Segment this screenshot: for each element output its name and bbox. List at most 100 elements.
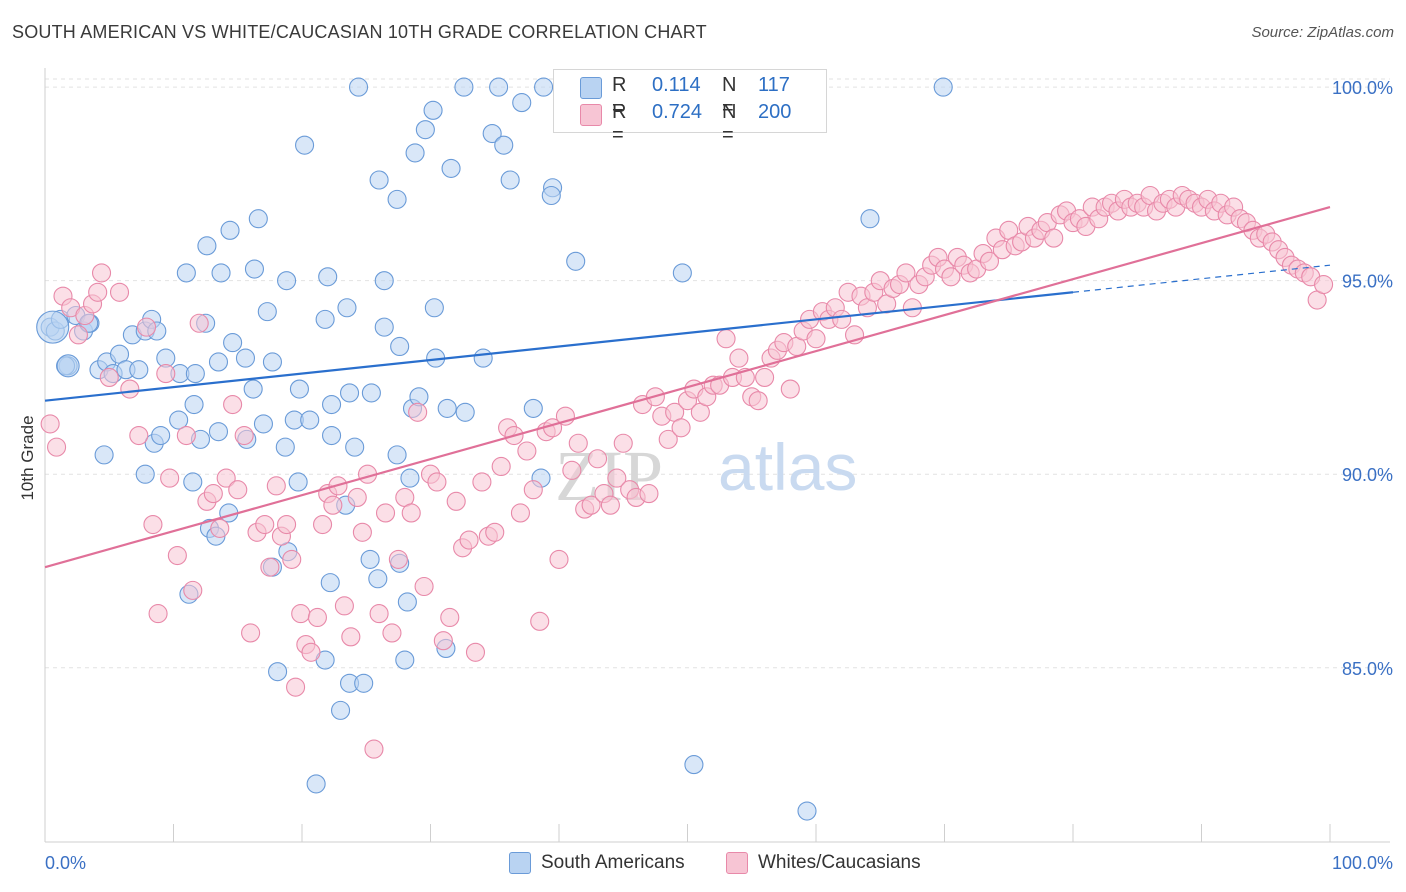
- south-american-point: [295, 135, 315, 155]
- white-caucasian-point: [568, 433, 588, 453]
- white-caucasian-point: [260, 557, 280, 577]
- white-caucasian-point: [40, 414, 60, 434]
- white-caucasian-point: [255, 515, 275, 535]
- white-caucasian-point: [440, 607, 460, 628]
- white-caucasian-point: [167, 545, 187, 566]
- whites-caucasians-trend-line: [44, 206, 1331, 569]
- south-american-point: [248, 209, 268, 229]
- pink-swatch-icon: [580, 104, 602, 126]
- south-american-point: [268, 662, 288, 682]
- white-caucasian-point: [352, 522, 372, 542]
- white-caucasian-point: [523, 480, 543, 500]
- south-american-point: [300, 410, 320, 430]
- south-american-point: [275, 437, 295, 457]
- chart-title: SOUTH AMERICAN VS WHITE/CAUCASIAN 10TH G…: [12, 22, 707, 42]
- south-american-point: [322, 425, 342, 446]
- white-caucasian-point: [896, 263, 916, 283]
- series-whites-caucasians: [40, 185, 1334, 759]
- south-american-point: [523, 398, 543, 418]
- white-caucasian-point: [729, 348, 749, 368]
- south-american-point: [257, 302, 277, 322]
- y-tick-label: 90.0%: [1342, 465, 1393, 485]
- watermark-atlas: atlas: [718, 430, 857, 504]
- south-american-point: [184, 394, 204, 415]
- south-american-point: [277, 271, 297, 291]
- white-caucasian-point: [941, 267, 961, 287]
- white-caucasian-point: [334, 596, 354, 616]
- south-american-point: [415, 120, 435, 140]
- south-american-point: [400, 468, 420, 488]
- south-american-point: [36, 310, 70, 344]
- white-caucasian-point: [307, 607, 327, 628]
- r-label: R =: [612, 101, 627, 146]
- south-american-point: [455, 402, 475, 422]
- south-american-point: [348, 77, 369, 97]
- south-american-point: [289, 379, 309, 399]
- white-caucasian-point: [266, 476, 286, 496]
- pink-swatch-icon: [726, 852, 748, 874]
- south-american-point: [424, 298, 444, 318]
- white-caucasian-point: [88, 282, 108, 302]
- white-caucasian-point: [228, 480, 248, 500]
- south-american-point: [320, 573, 340, 593]
- tick-labels: 85.0% 90.0% 95.0% 100.0% 0.0% 100.0%: [45, 78, 1393, 873]
- south-american-point: [220, 220, 240, 240]
- legend-label: Whites/Caucasians: [758, 852, 921, 873]
- south-american-point: [360, 549, 380, 569]
- stats-legend: R = 0.114 N = 117 R = 0.724 N = 200: [553, 69, 827, 146]
- white-caucasian-point: [120, 379, 140, 399]
- white-caucasian-point: [388, 549, 408, 569]
- series-legend: South Americans Whites/Caucasians: [0, 850, 1406, 878]
- white-caucasian-point: [143, 515, 163, 535]
- white-caucasian-point: [129, 425, 149, 446]
- south-american-point: [253, 414, 274, 434]
- south-american-point: [337, 298, 357, 318]
- white-caucasian-point: [277, 515, 297, 535]
- white-caucasian-point: [607, 468, 627, 488]
- south-american-point: [454, 77, 474, 97]
- white-caucasian-point: [581, 495, 601, 515]
- south-american-point: [235, 348, 256, 368]
- white-caucasian-point: [375, 503, 396, 523]
- south-american-point: [151, 425, 171, 446]
- white-caucasian-point: [341, 627, 361, 647]
- south-american-point: [541, 185, 561, 206]
- white-caucasian-point: [459, 530, 479, 550]
- white-caucasian-point: [465, 642, 486, 662]
- gridlines: [45, 78, 1390, 669]
- south-american-point: [387, 189, 407, 209]
- south-american-point: [473, 348, 493, 368]
- white-caucasian-point: [99, 367, 119, 387]
- white-caucasian-point: [160, 468, 180, 488]
- r-label: R =: [612, 74, 627, 119]
- white-caucasian-point: [1314, 274, 1334, 295]
- white-caucasian-point: [433, 631, 453, 651]
- south-american-point: [441, 158, 461, 178]
- trend-lines: [44, 206, 1331, 569]
- south-american-point: [223, 333, 243, 353]
- n-value: 117: [758, 74, 790, 96]
- south-american-point: [318, 267, 338, 287]
- south-american-point: [185, 364, 205, 384]
- south-american-point: [390, 336, 410, 357]
- x-tick-label-min: 0.0%: [45, 853, 86, 873]
- south-american-point: [288, 472, 308, 492]
- white-caucasian-point: [1044, 228, 1064, 248]
- white-caucasian-point: [780, 379, 800, 399]
- south-american-point: [339, 383, 360, 403]
- south-american-point: [129, 360, 149, 380]
- source-label: Source: ZipAtlas.com: [1251, 24, 1394, 41]
- white-caucasian-point: [156, 364, 176, 384]
- white-caucasian-point: [313, 515, 333, 535]
- white-caucasian-point: [472, 472, 492, 492]
- n-label: N =: [722, 101, 737, 146]
- south-american-point: [361, 383, 381, 403]
- south-american-point: [262, 352, 282, 372]
- white-caucasian-point: [658, 429, 678, 449]
- white-caucasian-point: [613, 433, 633, 453]
- white-caucasian-point: [369, 604, 389, 624]
- white-caucasian-point: [291, 604, 311, 624]
- south-american-point: [405, 143, 425, 163]
- south-american-point: [933, 77, 953, 97]
